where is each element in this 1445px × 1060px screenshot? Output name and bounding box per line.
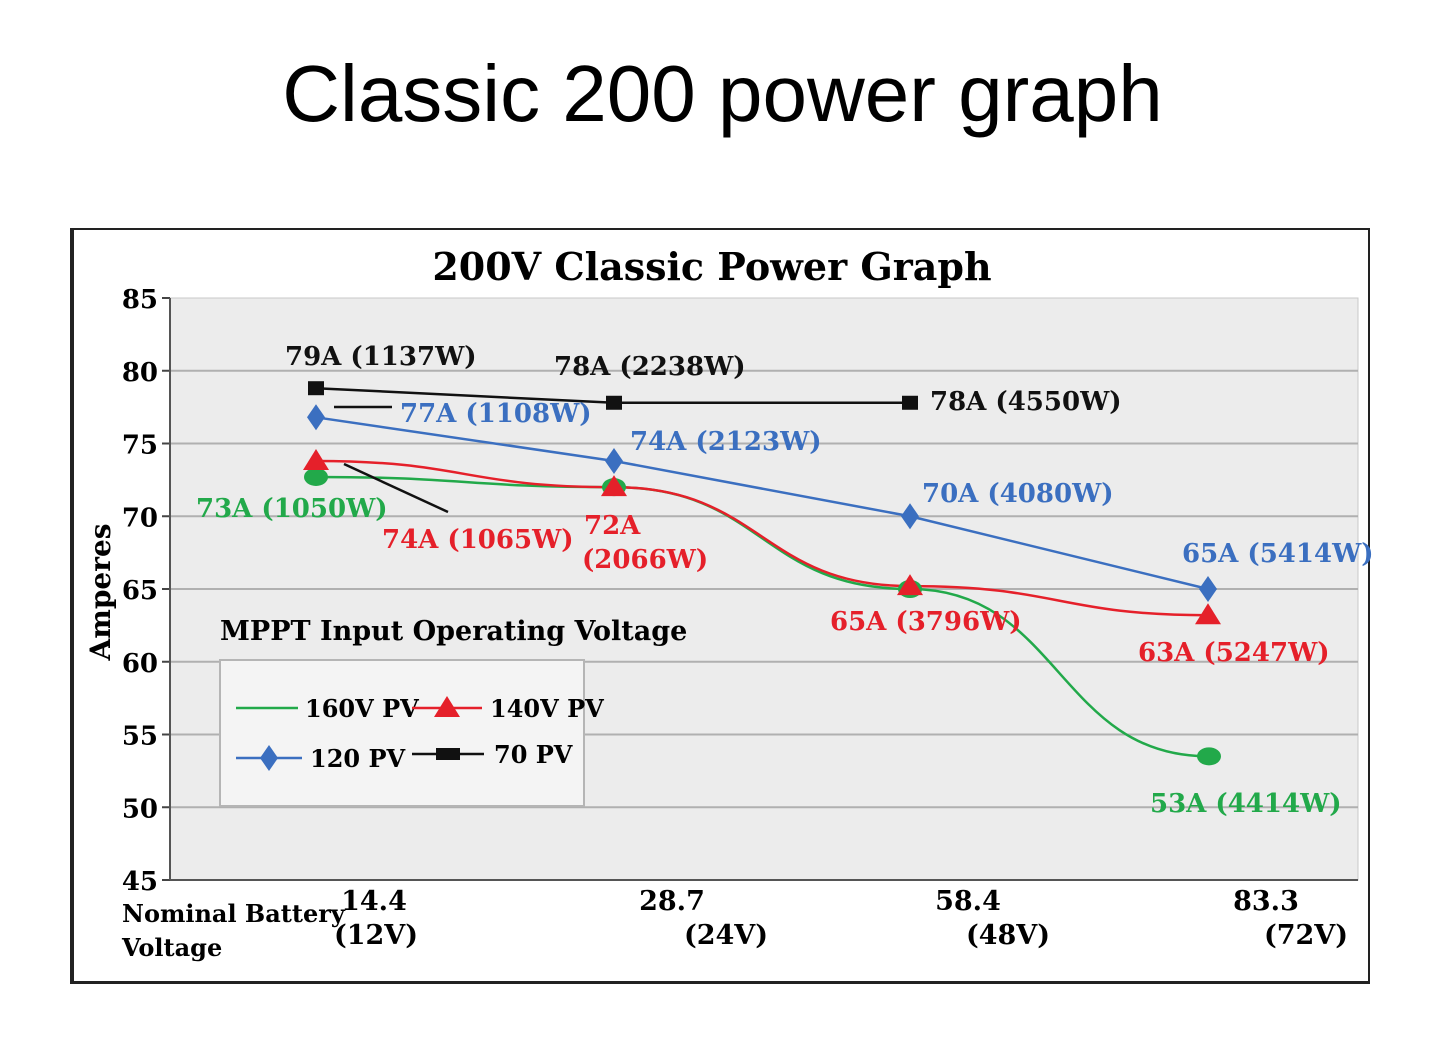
x-tick-label: 83.3 [1233,886,1299,917]
series-line-140v-pv [315,459,1209,617]
y-tick-label: 80 [122,358,158,388]
x-tick-label: 28.7 [639,886,705,917]
data-label: 74A (2123W) [630,427,822,457]
data-marker-140v-pv [303,448,329,470]
series-line-160v-pv [315,475,1209,758]
data-label: 78A (2238W) [554,352,746,382]
y-tick-label: 85 [122,285,158,315]
page-title: Classic 200 power graph [282,49,1163,138]
y-tick-label: 65 [122,576,158,606]
data-label: 77A (1108W) [400,399,592,429]
legend-marker-triangle [434,696,460,717]
x-tick-label: 58.4 [935,886,1001,917]
y-tick-labels: 85 80 75 70 65 60 55 50 45 [122,285,158,897]
data-marker-140v-pv [897,574,923,596]
y-tick-label: 45 [122,867,158,897]
legend-label: 140V PV [490,694,604,723]
data-label: 70A (4080W) [922,479,1114,509]
x-tick-labels: 14.4(12V) 28.7(24V) 58.4(48V) 83.3(72V) [334,886,1348,951]
legend-entries: 160V PV 140V PV 120 PV 70 PV [236,694,604,773]
data-label: 74A (1065W) [382,525,574,555]
data-label: 78A (4550W) [930,387,1122,417]
y-axis-title: Amperes [84,523,117,661]
legend-marker-diamond [260,745,278,771]
y-tick-label: 75 [122,431,158,461]
data-label-2066w: (2066W) [582,545,708,575]
y-tick-label: 50 [122,794,158,824]
data-marker-160v-pv [304,467,328,486]
data-marker-160v-pv [1197,747,1221,766]
y-tick-label: 60 [122,649,158,679]
legend-marker-square [436,748,460,760]
legend-label: 70 PV [494,740,573,769]
data-marker-70-pv [902,395,918,410]
data-marker-120-pv [901,503,919,530]
data-marker-120-pv [307,404,325,431]
data-label: 65A (5414W) [1182,539,1374,569]
legend-title: MPPT Input Operating Voltage [220,616,687,647]
x-axis-title-line1: Nominal Battery [122,899,346,928]
x-axis-title-line2: Voltage [121,933,222,962]
x-tick-nominal: (12V) [334,920,418,951]
leader-lines [334,405,449,514]
data-marker-140v-pv [601,475,627,497]
legend-box [219,659,585,807]
x-tick-nominal: (24V) [684,920,768,951]
data-label: 65A (3796W) [830,607,1022,637]
data-label: 63A (5247W) [1138,638,1330,668]
y-tick-label: 70 [122,503,158,533]
chart-title: 200V Classic Power Graph [432,244,991,289]
legend: MPPT Input Operating Voltage 160V PV 140V… [219,616,687,807]
data-marker-120-pv [605,447,623,474]
data-label: 53A (4414W) [1150,789,1342,819]
data-marker-140v-pv [1195,603,1221,625]
series-line-120-pv [315,416,1209,591]
data-label-72a: 72A [584,511,641,541]
data-marker-70-pv [308,381,324,396]
legend-label: 160V PV [305,694,419,723]
data-label: 79A (1137W) [285,342,477,372]
data-markers [303,381,1221,766]
data-marker-120-pv [1199,576,1217,602]
data-label: 73A (1050W) [196,494,388,524]
x-tick-label: 14.4 [341,886,407,917]
leader-line-74a [343,462,449,514]
data-labels: 73A (1050W) 53A (4414W) 74A (1065W) 65A (37… [196,342,1374,819]
x-tick-nominal: (48V) [966,920,1050,951]
data-marker-70-pv [606,395,622,410]
x-tick-nominal: (72V) [1264,920,1348,951]
legend-label: 120 PV [310,744,406,773]
y-tick-label: 55 [122,722,158,752]
